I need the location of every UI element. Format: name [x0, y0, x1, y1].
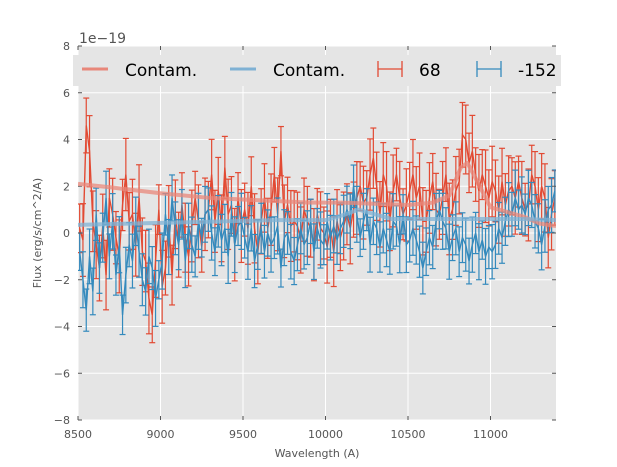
legend-label-minus152: -152 — [518, 61, 557, 81]
legend-label-blue-contam: Contam. — [273, 61, 345, 81]
y-tick-label: 2 — [63, 180, 70, 193]
x-tick-label: 8500 — [64, 428, 92, 441]
y-tick-label: 8 — [63, 40, 70, 53]
legend-errorbar-icon-blue — [476, 61, 502, 77]
legend-item-red-contam: Contam. — [82, 61, 197, 81]
x-tick-label: 10500 — [390, 428, 425, 441]
y-tick-label: −6 — [54, 367, 70, 380]
x-tick-label: 9500 — [229, 428, 257, 441]
legend-label-68: 68 — [419, 61, 441, 81]
y-tick-label: −4 — [54, 321, 70, 334]
legend: Contam. Contam. 68 -152 — [73, 55, 561, 86]
x-tick-label: 11000 — [473, 428, 508, 441]
legend-item-blue-contam: Contam. — [230, 61, 345, 81]
contam-curves — [78, 160, 556, 228]
series-line--152 — [78, 186, 556, 315]
legend-frame — [73, 55, 561, 86]
y-tick-label: 6 — [63, 87, 70, 100]
legend-errorbar-icon-red — [377, 61, 403, 77]
y-tick-label: 0 — [63, 227, 70, 240]
y-tick-label: −2 — [54, 274, 70, 287]
series--152 — [78, 164, 556, 336]
y-axis-label: Flux (erg/s/cm^2/A) — [31, 178, 44, 288]
y-tick-label: 4 — [63, 134, 70, 147]
x-tick-label: 9000 — [146, 428, 174, 441]
legend-label-red-contam: Contam. — [125, 61, 197, 81]
contam-line-red_contam — [78, 160, 556, 228]
x-axis-label: Wavelength (A) — [275, 447, 360, 460]
y-tick-label: −8 — [54, 414, 70, 427]
series-layer — [78, 97, 556, 344]
y-offset-label: 1e−19 — [79, 31, 126, 47]
legend-item-minus152: -152 — [476, 61, 557, 81]
contam-line-blue_contam — [78, 207, 556, 227]
legend-item-68: 68 — [377, 61, 441, 81]
x-tick-label: 10000 — [308, 428, 343, 441]
